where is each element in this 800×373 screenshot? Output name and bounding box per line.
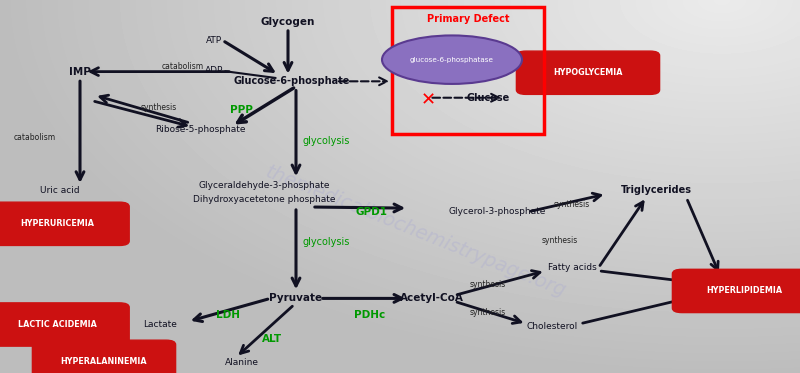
- Text: Primary Defect: Primary Defect: [426, 14, 510, 24]
- Text: ATP: ATP: [206, 36, 222, 45]
- Text: Acetyl-CoA: Acetyl-CoA: [400, 294, 464, 303]
- Text: Lactate: Lactate: [143, 320, 177, 329]
- Text: themedicalbiochemistrypage.org: themedicalbiochemistrypage.org: [263, 162, 569, 301]
- Text: Pyruvate: Pyruvate: [270, 294, 322, 303]
- Text: HYPOGLYCEMIA: HYPOGLYCEMIA: [554, 68, 622, 77]
- Text: ✕: ✕: [421, 92, 435, 110]
- Text: Fatty acids: Fatty acids: [548, 263, 596, 272]
- Text: synthesis: synthesis: [140, 103, 177, 112]
- Text: synthesis: synthesis: [470, 280, 506, 289]
- FancyBboxPatch shape: [0, 303, 129, 346]
- FancyBboxPatch shape: [517, 51, 659, 94]
- Text: Uric acid: Uric acid: [40, 186, 80, 195]
- FancyBboxPatch shape: [672, 269, 800, 313]
- Text: Glycogen: Glycogen: [261, 17, 315, 26]
- Text: PPP: PPP: [230, 105, 253, 115]
- Text: PDHc: PDHc: [354, 310, 386, 320]
- Text: Glycerol-3-phosphate: Glycerol-3-phosphate: [449, 207, 546, 216]
- Text: Alanine: Alanine: [225, 358, 258, 367]
- Text: LACTIC ACIDEMIA: LACTIC ACIDEMIA: [18, 320, 97, 329]
- Text: synthesis: synthesis: [554, 200, 590, 209]
- Text: synthesis: synthesis: [542, 236, 578, 245]
- Text: HYPERLIPIDEMIA: HYPERLIPIDEMIA: [706, 286, 782, 295]
- Text: Glucose-6-phosphate: Glucose-6-phosphate: [234, 76, 350, 86]
- Text: Ribose-5-phosphate: Ribose-5-phosphate: [154, 125, 246, 134]
- Ellipse shape: [382, 35, 522, 84]
- Text: catabolism: catabolism: [14, 133, 55, 142]
- Text: Glucose: Glucose: [466, 93, 510, 103]
- Text: Cholesterol: Cholesterol: [526, 322, 578, 331]
- Text: ADP: ADP: [206, 66, 223, 75]
- Text: IMP: IMP: [69, 67, 91, 76]
- Text: glycolysis: glycolysis: [302, 238, 350, 247]
- Text: synthesis: synthesis: [470, 308, 506, 317]
- Text: GPD1: GPD1: [356, 207, 388, 217]
- Text: Glyceraldehyde-3-phosphate: Glyceraldehyde-3-phosphate: [198, 181, 330, 190]
- FancyBboxPatch shape: [0, 202, 129, 245]
- Text: ALT: ALT: [262, 334, 282, 344]
- Text: Dihydroxyacetetone phosphate: Dihydroxyacetetone phosphate: [193, 195, 335, 204]
- FancyBboxPatch shape: [33, 340, 176, 373]
- Text: catabolism: catabolism: [162, 62, 203, 71]
- Text: glucose-6-phosphatase: glucose-6-phosphatase: [410, 57, 494, 63]
- Text: Triglycerides: Triglycerides: [621, 185, 691, 195]
- Text: HYPERURICEMIA: HYPERURICEMIA: [21, 219, 94, 228]
- Text: LDH: LDH: [216, 310, 240, 320]
- Text: glycolysis: glycolysis: [302, 136, 350, 146]
- Text: HYPERALANINEMIA: HYPERALANINEMIA: [61, 357, 147, 366]
